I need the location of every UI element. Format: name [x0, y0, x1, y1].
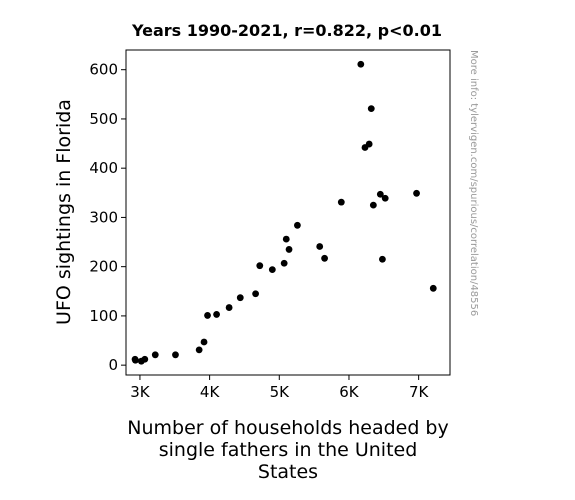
plot-frame — [125, 49, 451, 376]
watermark-text: More info: tylervigen.com/spurious/corre… — [468, 50, 479, 316]
x-tick-label: 6K — [339, 383, 360, 401]
y-tick-label: 300 — [89, 208, 118, 226]
data-point — [294, 221, 301, 229]
data-point — [252, 290, 259, 298]
data-point — [413, 189, 420, 197]
data-point — [236, 294, 244, 302]
data-point — [282, 235, 290, 243]
x-tick-label: 7K — [409, 383, 430, 401]
plot-area — [125, 49, 451, 376]
data-point — [376, 190, 384, 198]
y-tick-label: 200 — [89, 258, 118, 276]
y-tick-label: 400 — [89, 159, 118, 177]
data-point — [256, 262, 264, 270]
data-point — [280, 259, 288, 267]
x-axis-label-line-2: single fathers in the United — [159, 439, 418, 461]
data-point — [141, 355, 149, 363]
data-point — [429, 284, 437, 292]
x-tick-label: 3K — [130, 383, 151, 401]
data-point — [213, 311, 220, 318]
data-point — [321, 254, 328, 262]
y-axis-label: UFO sightings in Florida — [53, 99, 75, 325]
data-point — [379, 255, 386, 263]
data-point — [200, 338, 208, 346]
data-point — [381, 194, 389, 202]
data-point — [357, 60, 365, 68]
data-point — [195, 346, 203, 354]
data-point — [172, 351, 179, 359]
x-axis-label-line-1: Number of households headed by — [127, 417, 449, 439]
data-points — [131, 60, 437, 365]
x-tick-label: 4K — [200, 383, 221, 401]
data-point — [225, 304, 233, 311]
x-tick-label: 5K — [270, 383, 291, 401]
data-point — [367, 105, 375, 112]
x-axis: 3K 4K 5K 6K 7K — [130, 375, 429, 401]
data-point — [369, 201, 377, 209]
y-axis: 0 100 200 300 400 500 600 — [89, 61, 126, 374]
data-point — [268, 266, 276, 274]
y-tick-label: 500 — [89, 110, 118, 128]
data-point — [204, 312, 211, 319]
data-point — [151, 351, 159, 359]
y-tick-label: 600 — [89, 61, 118, 79]
x-axis-label-line-3: States — [258, 461, 318, 483]
y-tick-label: 0 — [108, 356, 118, 374]
y-tick-label: 100 — [89, 307, 118, 325]
chart-title: Years 1990-2021, r=0.822, p<0.01 — [131, 21, 442, 40]
data-point — [337, 198, 345, 206]
data-point — [132, 356, 139, 364]
data-point — [316, 243, 324, 250]
data-point — [365, 140, 373, 148]
data-point — [285, 246, 293, 253]
